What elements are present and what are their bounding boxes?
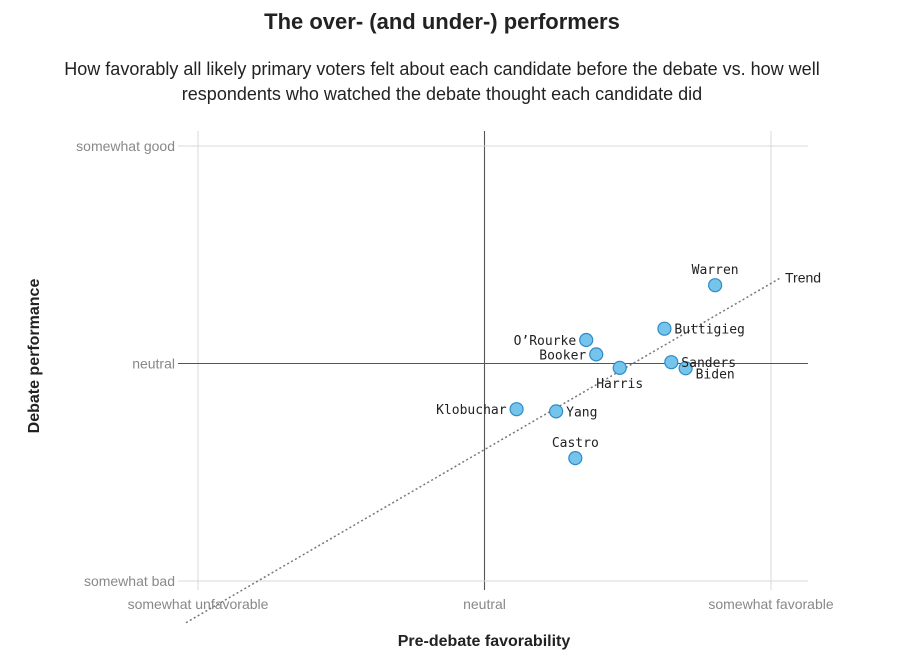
point-harris — [612, 360, 627, 375]
point-label-sanders: Sanders — [681, 356, 736, 371]
point-layer — [509, 278, 723, 466]
x-axis-title: Pre-debate favorability — [398, 633, 571, 650]
y-tick-label-2: somewhat good — [76, 138, 175, 154]
point-biden — [678, 361, 693, 376]
point-label-castro: Castro — [552, 436, 599, 451]
point-label-orourke: O’Rourke — [514, 334, 577, 349]
trend-layer: Trend — [185, 270, 821, 624]
trend-label: Trend — [785, 270, 821, 286]
point-label-yang: Yang — [566, 405, 597, 420]
point-sanders — [664, 355, 679, 370]
x-tick-label-2: somewhat favorable — [708, 596, 834, 612]
point-label-buttigieg: Buttigieg — [674, 323, 744, 338]
point-label-warren: Warren — [692, 263, 739, 278]
point-label-klobuchar: Klobuchar — [436, 403, 507, 418]
point-label-biden: Biden — [696, 367, 735, 382]
y-tick-label-0: somewhat bad — [84, 573, 175, 589]
point-buttigieg — [657, 321, 672, 336]
x-tick-label-0: somewhat unfavorable — [128, 596, 269, 612]
point-label-booker: Booker — [539, 348, 586, 363]
point-castro — [568, 451, 583, 466]
point-yang — [549, 404, 564, 419]
point-warren — [708, 278, 723, 293]
grid-layer: somewhat unfavorable neutral somewhat favo… — [76, 131, 834, 612]
chart-title: The over- (and under-) performers — [264, 9, 620, 34]
chart-subtitle: How favorably all likely primary voters … — [64, 59, 820, 104]
point-orourke — [579, 332, 594, 348]
point-klobuchar — [509, 402, 524, 417]
trend-line — [185, 276, 782, 624]
point-booker — [589, 347, 604, 362]
point-label-harris: Harris — [596, 377, 643, 392]
x-tick-label-1: neutral — [463, 596, 506, 612]
y-tick-label-1: neutral — [132, 356, 175, 372]
y-axis-title: Debate performance — [26, 279, 43, 434]
